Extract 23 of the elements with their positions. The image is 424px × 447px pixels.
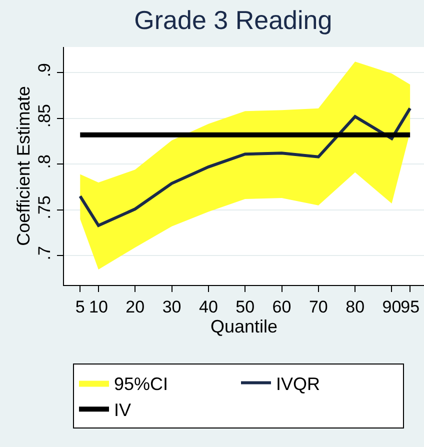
x-tick-label: 60 — [272, 297, 292, 316]
x-tick-label: 95 — [400, 297, 420, 316]
chart-title: Grade 3 Reading — [134, 5, 332, 36]
x-axis-title: Quantile — [210, 316, 278, 336]
legend-label: 95%CI — [114, 374, 168, 394]
y-tick-label: .7 — [35, 246, 54, 260]
x-tick-label: 10 — [89, 297, 108, 316]
legend-label: IV — [114, 400, 132, 420]
x-tick-label: 20 — [126, 297, 145, 316]
y-tick-label: .8 — [35, 154, 54, 169]
x-tick-label: 30 — [162, 297, 182, 316]
y-tick-label: .9 — [35, 62, 54, 78]
x-tick-label: 70 — [308, 297, 328, 316]
x-tick-label: 50 — [236, 297, 255, 316]
x-tick-label: 5 — [75, 297, 85, 316]
y-tick-label: .75 — [35, 196, 54, 220]
line-series — [78, 106, 412, 227]
legend-label: IVQR — [276, 374, 320, 394]
x-tick-label: 90 — [382, 297, 402, 316]
y-axis-title: Coefficient Estimate — [13, 86, 34, 246]
y-tick-label: .85 — [35, 104, 54, 128]
x-tick-label: 40 — [198, 297, 218, 316]
x-tick-label: 80 — [346, 297, 365, 316]
